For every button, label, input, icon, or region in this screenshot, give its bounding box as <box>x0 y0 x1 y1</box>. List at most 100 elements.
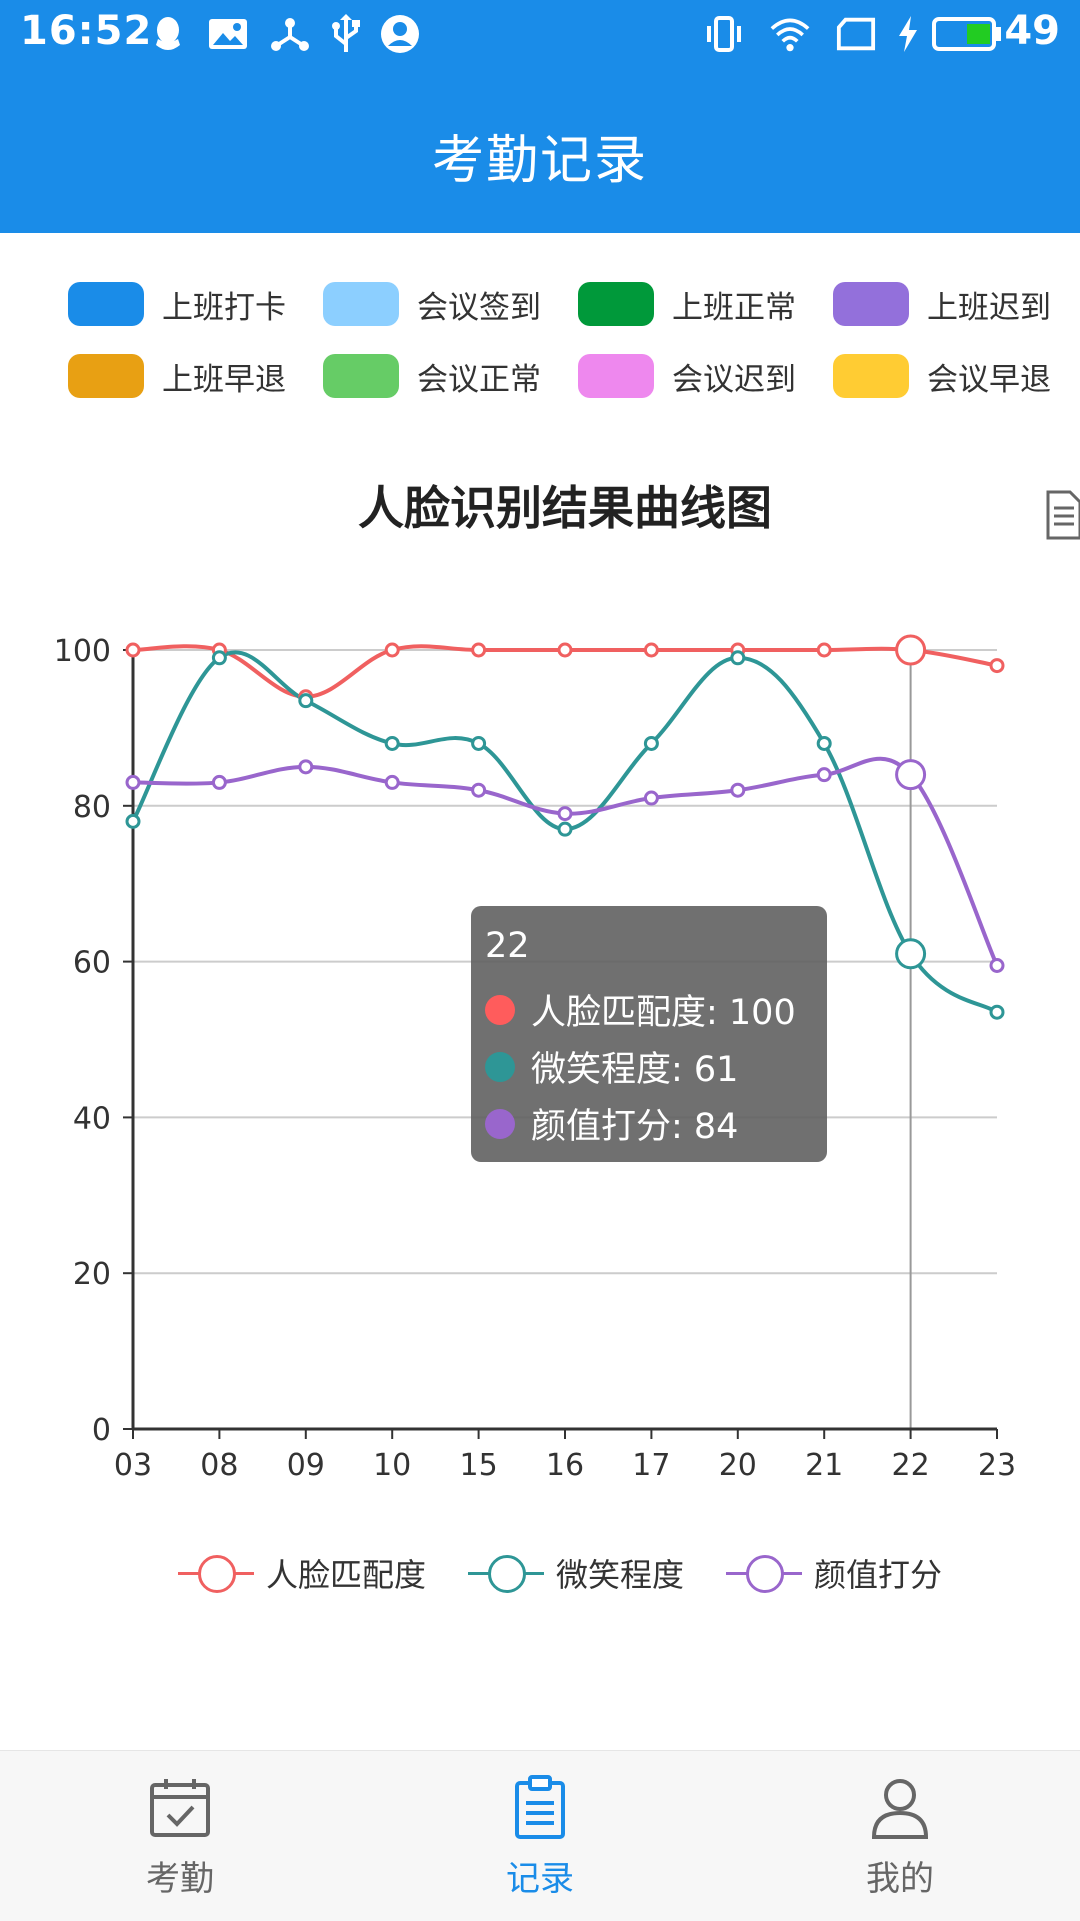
battery-percent: 49 <box>1004 8 1060 54</box>
calendar-check-icon <box>148 1775 212 1839</box>
y-tick-label: 20 <box>73 1257 111 1292</box>
share-icon <box>270 14 310 54</box>
x-tick-label: 22 <box>892 1448 930 1483</box>
chart-tooltip: 22 人脸匹配度: 100 微笑程度: 61 颜值打分: 84 <box>471 906 827 1162</box>
document-icon[interactable] <box>1046 490 1080 544</box>
data-point <box>471 642 487 658</box>
data-point <box>557 642 573 658</box>
type-label: 会议迟到 <box>672 361 796 398</box>
battery-icon <box>932 14 1002 54</box>
tooltip-row: 微笑程度: 61 <box>485 1041 738 1092</box>
data-point <box>643 642 659 658</box>
x-tick-label: 08 <box>200 1448 238 1483</box>
tooltip-label: 颜值打分: 84 <box>531 1107 739 1147</box>
nav-item-records[interactable]: 记录 <box>440 1751 640 1921</box>
legend-label: 微笑程度 <box>556 1556 685 1594</box>
data-point <box>730 650 746 666</box>
user-icon <box>868 1775 932 1839</box>
data-point <box>125 774 141 790</box>
tooltip-label: 微笑程度: 61 <box>531 1050 739 1090</box>
legend-label: 颜值打分 <box>814 1556 943 1594</box>
type-item: 会议正常 <box>323 352 541 400</box>
chart-axes: 0 20 40 60 80 100 03 08 09 10 15 16 17 20 21 22 23 <box>54 634 1016 1483</box>
type-item: 上班打卡 <box>68 280 286 328</box>
data-point <box>816 735 832 751</box>
legend-item-face-match[interactable]: 人脸匹配度 <box>178 1550 426 1596</box>
nav-item-attendance[interactable]: 考勤 <box>80 1751 280 1921</box>
image-icon <box>208 14 248 54</box>
tooltip-dot <box>485 994 515 1025</box>
data-point <box>384 735 400 751</box>
x-tick-label: 17 <box>632 1448 670 1483</box>
x-tick-label: 15 <box>460 1448 498 1483</box>
x-tick-label: 10 <box>373 1448 411 1483</box>
nav-item-mine[interactable]: 我的 <box>800 1751 1000 1921</box>
data-point <box>989 658 1005 674</box>
data-point <box>895 759 927 791</box>
y-tick-label: 100 <box>54 634 111 669</box>
type-swatch <box>833 282 909 326</box>
data-point <box>211 774 227 790</box>
bottom-nav: 考勤 记录 我的 <box>0 1750 1080 1921</box>
data-point <box>211 650 227 666</box>
y-tick-label: 0 <box>92 1413 111 1448</box>
page-title: 考勤记录 <box>431 131 648 191</box>
x-tick-label: 21 <box>805 1448 843 1483</box>
type-swatch <box>323 282 399 326</box>
tooltip-row: 人脸匹配度: 100 <box>485 984 796 1035</box>
type-item: 会议早退 <box>833 352 1051 400</box>
type-item: 会议签到 <box>323 280 541 328</box>
nav-label: 记录 <box>506 1859 574 1899</box>
type-label: 上班迟到 <box>927 289 1051 326</box>
series-line <box>131 650 999 1014</box>
legend-item-appearance[interactable]: 颜值打分 <box>726 1550 942 1596</box>
vibrate-icon <box>704 14 744 54</box>
tooltip-dot <box>485 1051 515 1082</box>
sim-icon <box>836 14 876 54</box>
data-point <box>125 642 141 658</box>
type-item: 上班正常 <box>578 280 796 328</box>
data-point <box>471 782 487 798</box>
clipboard-list-icon <box>508 1775 572 1839</box>
tooltip-title: 22 <box>485 926 530 966</box>
data-point <box>643 790 659 806</box>
status-bar: 16:52 49 <box>0 0 1080 68</box>
data-point <box>125 813 141 829</box>
status-time: 16:52 <box>20 8 153 54</box>
nav-label: 考勤 <box>146 1859 214 1899</box>
data-point <box>895 938 927 970</box>
legend-label: 人脸匹配度 <box>266 1556 427 1594</box>
type-swatch <box>833 354 909 398</box>
account-icon <box>380 14 420 54</box>
series-legend: 人脸匹配度 微笑程度 颜值打分 <box>0 1550 1080 1600</box>
data-point <box>557 821 573 837</box>
data-point <box>298 693 314 709</box>
legend-item-smile[interactable]: 微笑程度 <box>468 1550 684 1596</box>
type-item: 会议迟到 <box>578 352 796 400</box>
type-label: 上班打卡 <box>162 289 286 326</box>
tooltip-dot <box>485 1108 515 1139</box>
charging-icon <box>888 14 928 54</box>
data-point <box>895 634 927 666</box>
type-swatch <box>578 282 654 326</box>
type-label: 上班早退 <box>162 361 286 398</box>
tooltip-row: 颜值打分: 84 <box>485 1098 738 1149</box>
series-line <box>132 756 999 967</box>
chart-title: 人脸识别结果曲线图 <box>358 481 772 535</box>
data-point <box>384 774 400 790</box>
data-point <box>384 642 400 658</box>
type-label: 会议正常 <box>417 361 541 398</box>
data-point <box>298 759 314 775</box>
type-label: 会议签到 <box>417 289 541 326</box>
y-tick-label: 60 <box>73 946 111 981</box>
tooltip-label: 人脸匹配度: 100 <box>531 993 796 1033</box>
data-point <box>816 767 832 783</box>
x-tick-label: 03 <box>114 1448 152 1483</box>
x-tick-label: 23 <box>978 1448 1016 1483</box>
y-tick-label: 80 <box>73 790 111 825</box>
y-tick-label: 40 <box>73 1101 111 1136</box>
type-swatch <box>578 354 654 398</box>
type-swatch <box>323 354 399 398</box>
usb-icon <box>326 14 366 54</box>
x-tick-label: 16 <box>546 1448 584 1483</box>
